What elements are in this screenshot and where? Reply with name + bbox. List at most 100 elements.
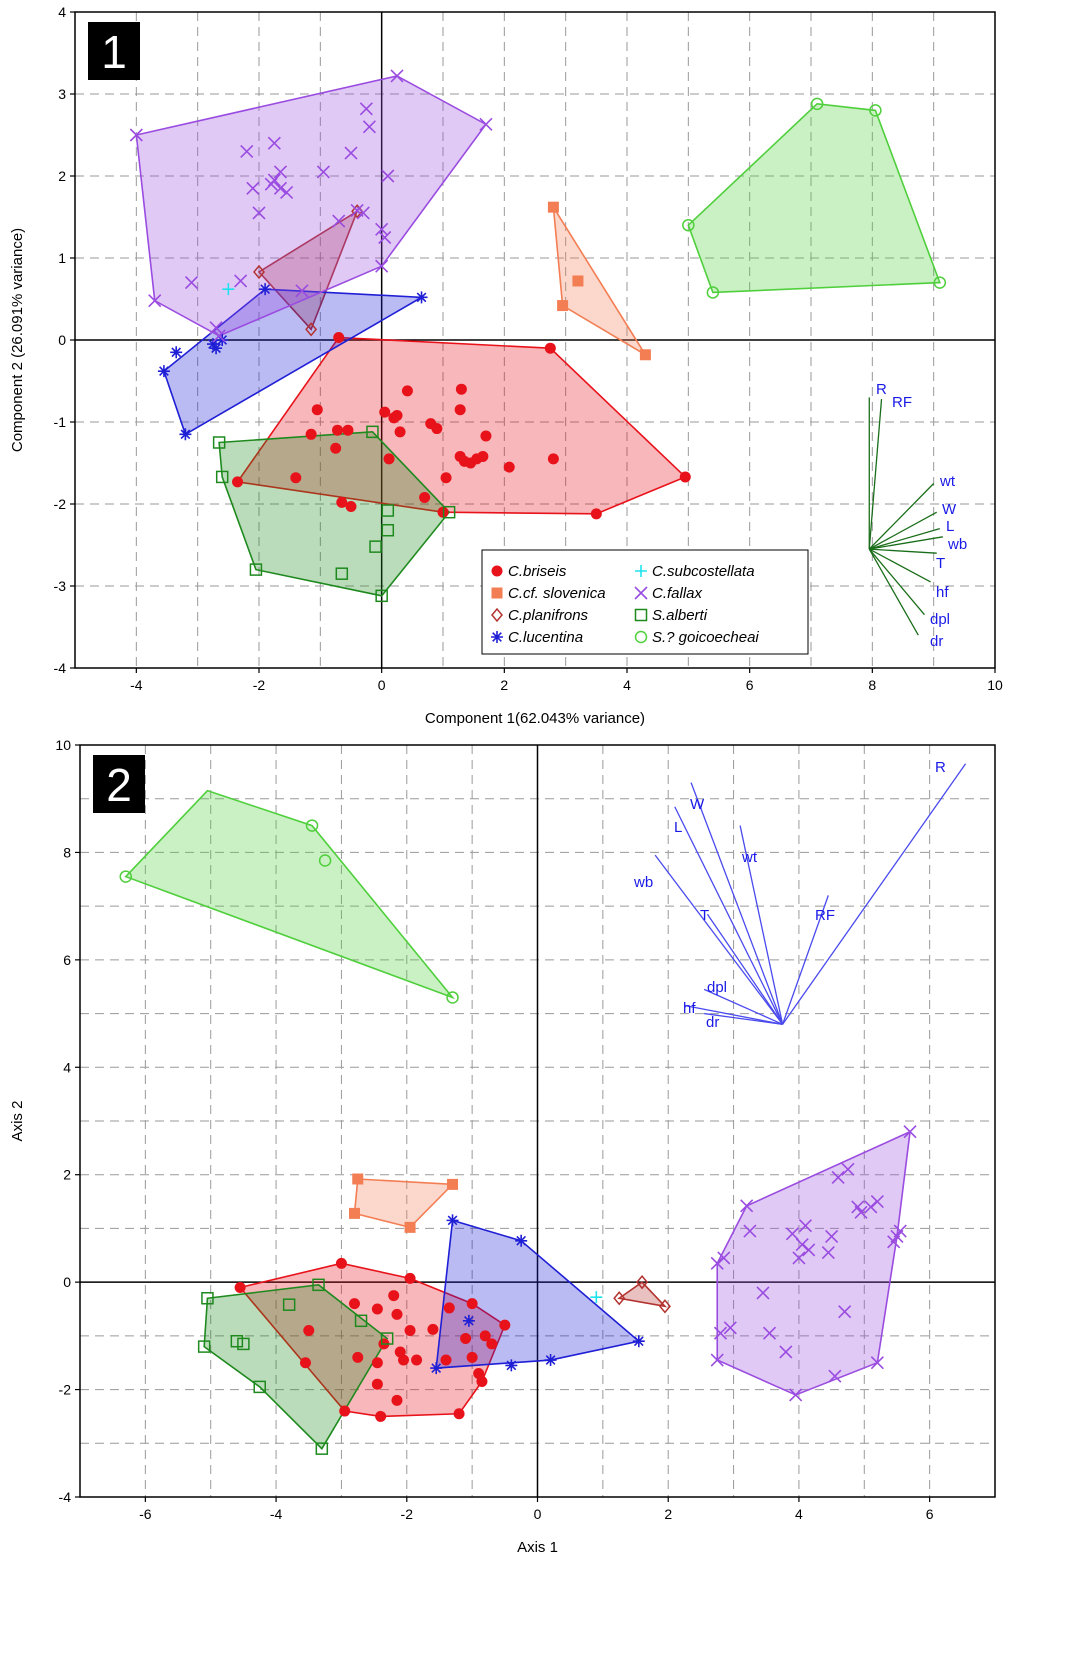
y-axis-label: Component 2 (26.091% variance) — [9, 228, 26, 452]
legend-marker — [491, 631, 503, 643]
data-point — [447, 1178, 459, 1190]
data-point — [391, 409, 403, 421]
vector-label: dr — [706, 1014, 719, 1031]
vector-label: hf — [683, 1000, 696, 1017]
data-point — [383, 453, 395, 465]
data-point — [336, 496, 348, 508]
data-point — [210, 342, 223, 355]
data-point — [831, 1170, 845, 1184]
legend-label: C.cf. slovenica — [508, 585, 606, 602]
y-tick-label: -1 — [54, 414, 67, 430]
data-point — [184, 276, 199, 290]
loading-vector — [868, 548, 919, 636]
data-point — [303, 1324, 315, 1336]
y-tick-label: 2 — [58, 168, 66, 184]
vector-label: L — [946, 518, 954, 535]
data-point — [869, 104, 882, 117]
data-point — [349, 1298, 360, 1310]
y-tick-label: 2 — [63, 1167, 71, 1183]
vector-label: dr — [930, 633, 943, 650]
loading-vector — [868, 483, 935, 550]
data-point — [639, 349, 651, 361]
data-point — [378, 230, 392, 245]
panel-number: 1 — [101, 26, 127, 78]
x-tick-label: -2 — [253, 677, 266, 693]
x-tick-label: 2 — [500, 677, 508, 693]
data-point — [455, 383, 467, 395]
data-point — [415, 291, 428, 304]
data-point — [299, 1357, 311, 1369]
data-point — [798, 1219, 813, 1233]
data-point — [460, 1333, 472, 1345]
data-point — [477, 450, 489, 462]
data-point — [318, 854, 332, 867]
y-tick-label: 10 — [55, 737, 71, 753]
data-point — [632, 1335, 645, 1348]
data-point — [710, 1256, 724, 1270]
data-point — [544, 342, 556, 354]
vector-label: dpl — [707, 979, 727, 996]
data-point — [197, 1340, 211, 1353]
data-point — [870, 1195, 884, 1209]
data-point — [404, 1221, 416, 1233]
convex-hull — [552, 206, 647, 356]
data-point — [335, 1257, 347, 1269]
loading-vector — [703, 988, 783, 1025]
x-tick-label: 10 — [987, 677, 1003, 693]
legend-marker — [491, 607, 503, 623]
loading-vector — [654, 854, 784, 1025]
vector-label: W — [690, 796, 705, 813]
vector-label: T — [700, 907, 709, 924]
data-point — [486, 1338, 498, 1350]
data-point — [391, 1394, 403, 1406]
panel-badge — [88, 22, 140, 80]
data-point — [706, 286, 720, 299]
data-point — [366, 425, 379, 439]
data-point — [290, 472, 302, 484]
vector-label: hf — [936, 584, 949, 601]
data-point — [312, 1278, 325, 1292]
x-tick-label: 0 — [534, 1506, 542, 1522]
data-point — [339, 1405, 351, 1417]
data-point — [466, 1298, 478, 1310]
legend: C.briseis C.subcostellata C.cf. slovenica C… — [481, 549, 809, 655]
x-tick-label: 0 — [378, 677, 386, 693]
data-point — [234, 274, 248, 288]
legend-marker — [634, 608, 648, 622]
data-point — [212, 329, 226, 343]
data-point — [282, 1298, 296, 1311]
data-point — [479, 1330, 491, 1342]
data-point — [179, 428, 192, 441]
data-point — [870, 1356, 884, 1370]
loading-vector — [690, 782, 784, 1025]
data-point — [430, 1362, 443, 1375]
data-point — [446, 991, 459, 1004]
data-point — [371, 1357, 383, 1369]
y-tick-label: 0 — [58, 332, 66, 348]
data-point — [443, 1302, 455, 1314]
data-point — [246, 181, 260, 195]
x-tick-label: -4 — [130, 677, 143, 693]
loading-vector — [674, 806, 784, 1025]
data-point — [345, 500, 357, 512]
data-point — [453, 1408, 465, 1420]
data-point — [381, 504, 395, 517]
data-point — [264, 177, 278, 191]
data-point — [762, 1326, 777, 1340]
data-point — [253, 1380, 266, 1394]
data-point — [440, 1354, 452, 1366]
data-point — [333, 332, 345, 344]
loading-vector — [781, 895, 829, 1025]
data-point — [613, 1291, 626, 1306]
data-point — [280, 185, 294, 199]
y-tick-label: -4 — [54, 660, 67, 676]
data-point — [212, 436, 226, 449]
legend-marker — [634, 586, 648, 600]
data-point — [743, 1224, 757, 1238]
loading-vector — [782, 763, 967, 1025]
data-point — [259, 283, 272, 296]
loading-vector — [684, 1004, 783, 1025]
vector-label: dpl — [930, 611, 950, 628]
data-point — [252, 206, 266, 220]
convex-hull — [257, 209, 359, 331]
